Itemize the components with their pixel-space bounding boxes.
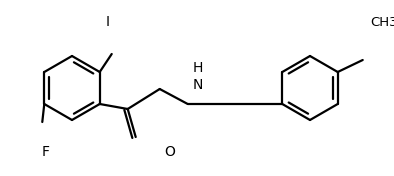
Text: H: H xyxy=(193,61,203,75)
Text: O: O xyxy=(165,145,175,159)
Text: I: I xyxy=(106,15,110,29)
Text: F: F xyxy=(42,145,50,159)
Text: N: N xyxy=(193,78,203,92)
Text: CH3: CH3 xyxy=(370,15,394,29)
